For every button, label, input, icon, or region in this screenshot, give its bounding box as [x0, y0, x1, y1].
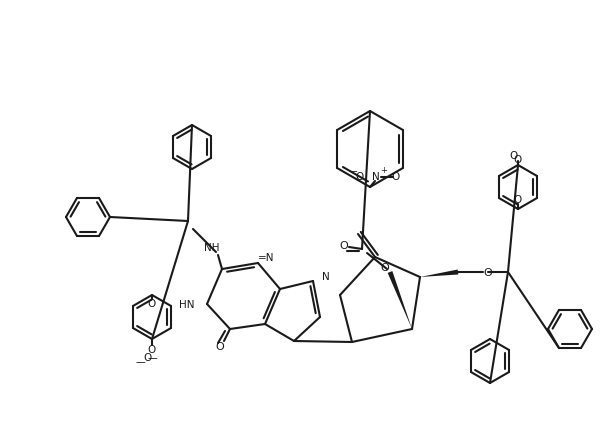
Text: O: O	[148, 298, 156, 308]
Text: —: —	[147, 352, 157, 362]
Text: O: O	[510, 151, 518, 161]
Text: HN: HN	[180, 299, 195, 309]
Text: O: O	[391, 171, 399, 181]
Text: N: N	[322, 271, 330, 281]
Text: O: O	[381, 263, 389, 273]
Text: NH: NH	[204, 243, 220, 253]
Text: −: −	[350, 167, 358, 177]
Text: O: O	[339, 240, 348, 250]
Text: O: O	[483, 267, 493, 277]
Text: O: O	[514, 155, 522, 164]
Text: O: O	[144, 352, 152, 362]
Text: O: O	[148, 344, 156, 354]
Text: O: O	[514, 194, 522, 204]
Text: O: O	[216, 341, 224, 351]
Polygon shape	[387, 272, 412, 329]
Polygon shape	[420, 270, 458, 277]
Text: =N: =N	[258, 253, 274, 263]
Text: O: O	[356, 171, 364, 181]
Text: —: —	[135, 356, 145, 366]
Text: N: N	[372, 171, 380, 181]
Text: +: +	[381, 166, 387, 175]
